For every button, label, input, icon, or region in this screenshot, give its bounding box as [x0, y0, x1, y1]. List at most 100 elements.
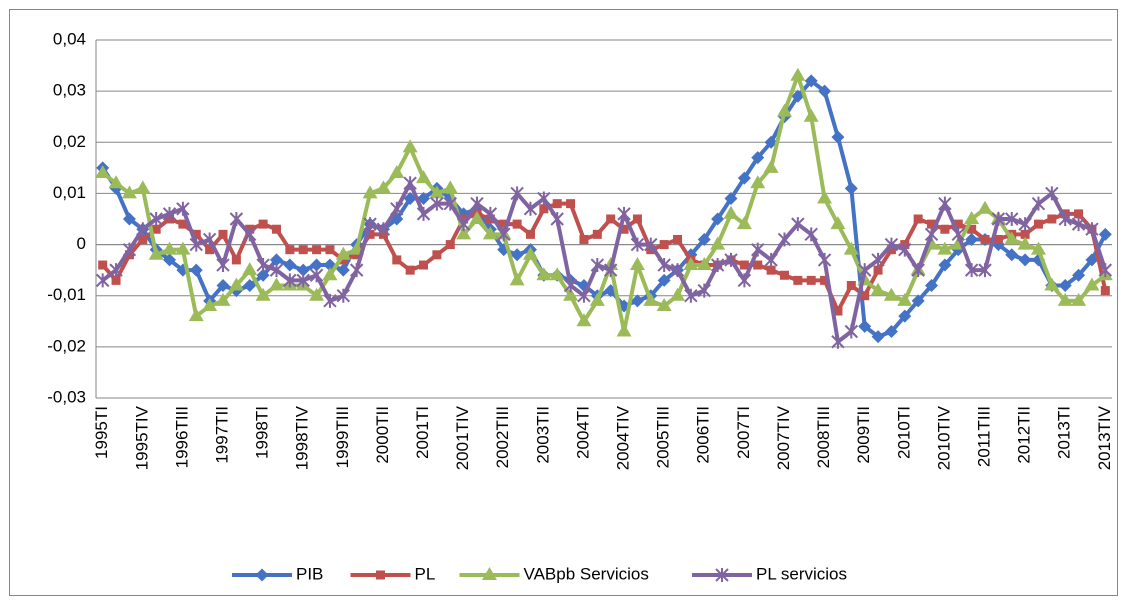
- data-point: [403, 176, 417, 191]
- data-point: [419, 260, 429, 270]
- data-point: [98, 260, 108, 270]
- data-point: [510, 186, 524, 201]
- data-point: [149, 212, 163, 226]
- data-point: [1017, 236, 1033, 250]
- data-point: [965, 232, 979, 246]
- data-point: [820, 275, 830, 285]
- data-point: [1085, 253, 1099, 267]
- data-point: [925, 278, 939, 292]
- data-point: [121, 185, 137, 199]
- data-point: [1057, 292, 1073, 306]
- data-point: [151, 224, 161, 234]
- data-point: [897, 292, 913, 306]
- data-point: [751, 151, 765, 165]
- data-point: [579, 234, 589, 244]
- data-point: [268, 277, 284, 291]
- data-point: [1005, 212, 1019, 226]
- data-point: [938, 196, 952, 211]
- y-tick-label: -0,01: [47, 285, 86, 304]
- data-point: [670, 263, 685, 278]
- data-point: [1018, 217, 1032, 232]
- data-point: [831, 334, 845, 349]
- data-point: [980, 234, 990, 244]
- data-point: [871, 252, 885, 267]
- y-tick-label: 0: [77, 234, 86, 253]
- x-tick-label: 2000TII: [373, 406, 392, 464]
- data-point: [763, 159, 779, 173]
- x-tick-label: 2004TIV: [614, 405, 633, 470]
- data-point: [871, 330, 885, 344]
- data-point: [483, 206, 498, 221]
- data-point: [791, 89, 805, 103]
- data-point: [215, 292, 231, 306]
- data-point: [162, 206, 177, 221]
- data-point: [111, 275, 121, 285]
- y-tick-label: 0,01: [53, 183, 86, 202]
- data-point: [309, 268, 324, 283]
- data-point: [336, 288, 351, 303]
- x-tick-label: 1996TIII: [172, 406, 191, 468]
- x-tick-label: 2004TI: [573, 406, 592, 459]
- series-line: [101, 201, 1108, 314]
- data-point: [844, 181, 858, 195]
- data-point: [844, 324, 859, 339]
- data-point: [632, 214, 642, 224]
- x-tick-label: 2008TIII: [814, 406, 833, 468]
- data-point: [860, 291, 870, 301]
- data-point: [791, 217, 805, 232]
- data-point: [911, 263, 925, 278]
- data-point: [978, 263, 992, 278]
- legend: PIB PL VABpb Servicios PL servicios: [232, 564, 847, 583]
- data-point: [202, 232, 217, 247]
- data-point: [470, 196, 484, 211]
- x-tick-label: 2012TII: [1015, 406, 1034, 464]
- data-point: [429, 185, 445, 199]
- data-point: [497, 227, 511, 242]
- data-point: [964, 211, 980, 224]
- data-point: [1058, 278, 1072, 292]
- data-point: [365, 229, 375, 239]
- data-point: [710, 236, 726, 250]
- data-point: [202, 297, 218, 311]
- data-point: [619, 224, 629, 234]
- legend-label: PIB: [296, 564, 323, 583]
- data-point: [432, 250, 442, 260]
- data-point: [739, 260, 749, 270]
- data-point: [643, 292, 659, 306]
- data-point: [1020, 229, 1030, 239]
- data-point: [938, 258, 952, 272]
- data-point: [790, 67, 806, 81]
- data-point: [349, 263, 364, 278]
- data-point: [456, 217, 471, 232]
- x-tick-label: 1995TIV: [132, 405, 151, 470]
- data-point: [525, 229, 535, 239]
- data-point: [737, 171, 751, 185]
- data-point: [109, 263, 123, 278]
- data-point: [537, 191, 551, 206]
- data-point: [298, 245, 308, 255]
- data-point: [499, 219, 509, 229]
- data-point: [95, 273, 110, 288]
- x-tick-label: 2002TIII: [493, 406, 512, 468]
- data-point: [736, 216, 752, 230]
- data-point: [764, 252, 778, 267]
- data-point: [443, 196, 457, 211]
- data-point: [670, 287, 686, 301]
- y-tick-label: 0,04: [53, 29, 86, 48]
- data-point: [967, 224, 977, 234]
- data-point: [430, 196, 444, 211]
- data-point: [776, 103, 792, 117]
- data-point: [122, 212, 136, 226]
- data-point: [777, 232, 792, 247]
- data-point: [883, 287, 899, 301]
- data-point: [697, 232, 711, 246]
- data-point: [817, 252, 832, 267]
- data-point: [977, 200, 993, 214]
- data-point: [830, 216, 846, 230]
- data-point: [1098, 263, 1113, 278]
- data-point: [243, 278, 257, 292]
- data-point: [163, 253, 177, 267]
- data-point: [793, 275, 803, 285]
- data-point: [1031, 196, 1046, 211]
- data-point: [228, 277, 244, 291]
